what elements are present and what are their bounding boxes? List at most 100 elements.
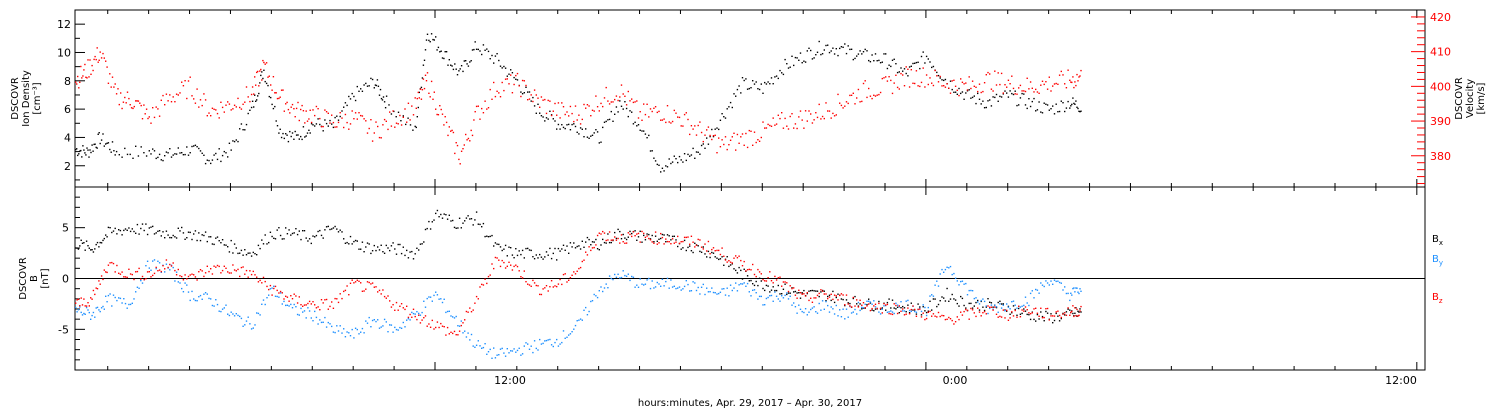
b-y-point <box>750 295 752 297</box>
density-point <box>678 155 681 158</box>
b-z-point <box>438 326 440 329</box>
b-y-point <box>796 312 798 314</box>
b-y-point <box>619 277 621 279</box>
b-z-point <box>641 230 643 233</box>
b-x-point <box>169 236 171 239</box>
b-z-point <box>573 271 575 273</box>
density-point <box>354 99 357 102</box>
b-y-point <box>278 296 280 298</box>
density-point <box>460 65 463 67</box>
velocity-point <box>459 163 461 165</box>
density-point <box>276 125 279 127</box>
velocity-point <box>100 57 103 59</box>
b-y-point <box>221 308 224 310</box>
b-x-point <box>486 235 488 237</box>
top-right-ylabel-line: Velocity <box>1465 79 1476 118</box>
b-z-point <box>784 281 786 283</box>
density-point <box>576 131 578 133</box>
velocity-point <box>566 111 568 113</box>
velocity-point <box>1048 76 1050 78</box>
b-x-point <box>179 230 181 232</box>
velocity-point <box>673 109 675 112</box>
density-point <box>586 136 589 138</box>
b-y-point <box>680 289 682 291</box>
b-x-point <box>366 242 369 244</box>
b-x-point <box>1075 307 1077 309</box>
velocity-point <box>482 112 485 114</box>
velocity-point <box>929 77 931 79</box>
b-x-point <box>798 292 800 294</box>
b-y-point <box>225 304 227 306</box>
b-x-point <box>1062 312 1064 315</box>
b-x-point <box>510 247 512 249</box>
b-y-point <box>443 298 445 300</box>
b-y-point <box>716 293 718 295</box>
b-y-point <box>145 265 147 267</box>
density-point <box>951 88 953 91</box>
velocity-point <box>1026 77 1028 79</box>
b-x-point <box>472 224 474 226</box>
velocity-point <box>451 129 453 132</box>
b-x-point <box>574 247 577 249</box>
density-point <box>712 135 715 138</box>
b-y-point <box>433 294 435 297</box>
density-point <box>308 129 310 131</box>
b-z-point <box>402 307 404 309</box>
b-z-point <box>689 243 691 245</box>
b-x-point <box>312 235 314 237</box>
b-y-point <box>261 303 263 305</box>
density-point <box>685 159 687 162</box>
b-x-point <box>198 232 200 234</box>
b-x-point <box>365 246 367 248</box>
b-y-point <box>598 290 600 292</box>
b-x-point <box>857 305 860 307</box>
velocity-point <box>428 92 430 94</box>
velocity-point <box>456 144 459 147</box>
velocity-point <box>164 104 166 106</box>
velocity-point <box>757 139 759 141</box>
velocity-point <box>1052 85 1054 87</box>
y-right-tick-label: 400 <box>1430 80 1451 93</box>
density-point <box>532 96 534 99</box>
b-z-point <box>966 309 969 312</box>
b-x-point <box>90 249 92 251</box>
b-z-point <box>1053 315 1056 317</box>
density-point <box>211 159 214 161</box>
b-x-point <box>537 257 539 259</box>
b-x-point <box>254 253 256 255</box>
density-point <box>103 145 105 147</box>
b-z-point <box>245 269 248 272</box>
density-point <box>264 80 266 83</box>
velocity-point <box>448 126 450 128</box>
b-y-point <box>435 291 437 293</box>
b-z-point <box>346 285 348 287</box>
velocity-point <box>278 97 280 100</box>
velocity-point <box>294 116 296 118</box>
velocity-point <box>1062 74 1064 76</box>
b-x-point <box>157 230 159 232</box>
b-x-point <box>907 304 909 306</box>
density-point <box>317 118 319 120</box>
b-z-point <box>549 286 551 288</box>
b-y-point <box>830 306 832 308</box>
b-x-point <box>215 237 217 239</box>
b-z-point <box>835 295 837 297</box>
density-point <box>600 141 602 143</box>
b-x-point <box>954 299 957 301</box>
b-x-point <box>752 283 754 285</box>
b-z-point <box>465 310 468 313</box>
b-y-point <box>319 319 321 321</box>
b-y-point <box>963 283 965 285</box>
b-y-point <box>965 282 967 285</box>
b-y-point <box>895 302 897 304</box>
b-z-point <box>682 240 684 243</box>
velocity-point <box>437 114 440 116</box>
b-x-point <box>204 231 207 233</box>
b-z-point <box>690 235 693 237</box>
b-y-point <box>129 303 132 306</box>
density-point <box>1007 96 1010 98</box>
density-point <box>177 147 179 149</box>
b-y-point <box>982 298 984 300</box>
velocity-point <box>1035 88 1037 91</box>
velocity-point <box>915 70 918 72</box>
